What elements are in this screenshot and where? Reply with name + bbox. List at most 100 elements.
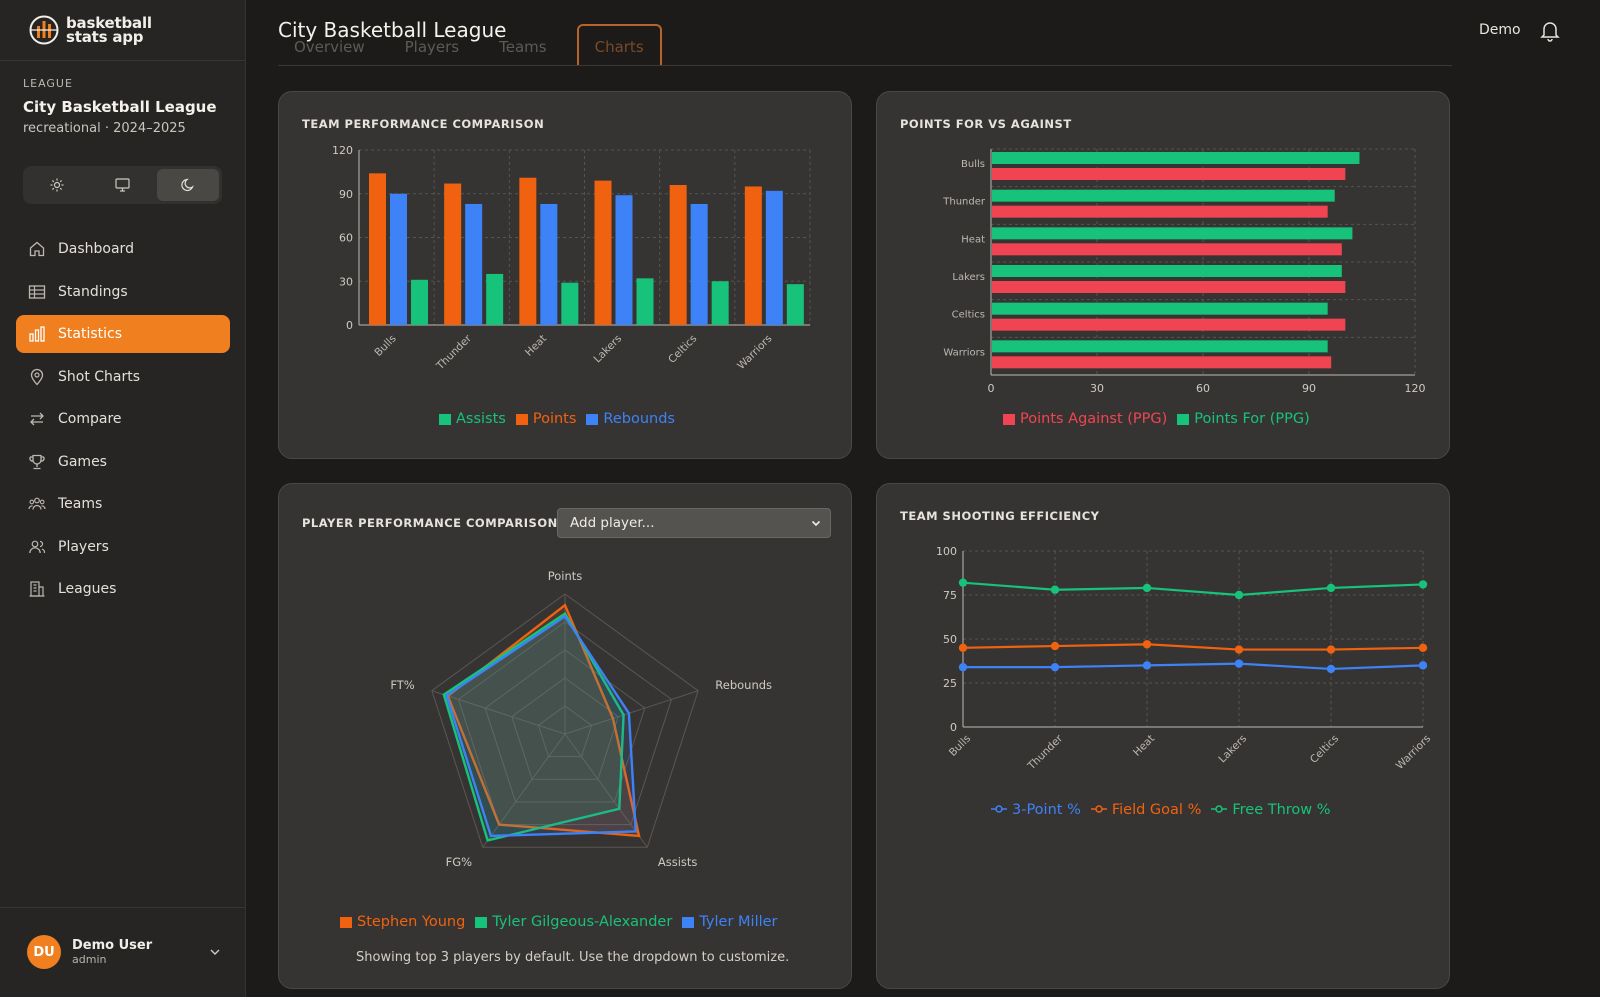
legend-label: Field Goal % [1111, 802, 1202, 818]
tab-overview[interactable]: Overview [294, 38, 365, 56]
add-player-select[interactable]: Add player... [557, 508, 831, 538]
legend-item[interactable]: Assists [439, 411, 506, 427]
sidebar-item-statistics[interactable]: Statistics [16, 315, 230, 353]
bar-assists [411, 279, 428, 325]
sidebar-item-compare[interactable]: Compare [16, 400, 230, 438]
sidebar-item-label: Leagues [58, 581, 117, 597]
legend-swatch [586, 413, 599, 425]
line-point [1142, 583, 1152, 593]
legend-label: Assists [456, 411, 506, 427]
page-title: City Basketball League [278, 18, 507, 42]
y-tick-label: 60 [339, 232, 353, 245]
tab-players[interactable]: Players [404, 38, 460, 56]
legend-item[interactable]: Points [515, 411, 576, 427]
x-tick-label: Bulls [372, 333, 398, 359]
legend-item[interactable]: 3-Point % [991, 802, 1081, 818]
chevron-down-icon [210, 949, 220, 955]
line-point [1326, 645, 1336, 654]
theme-light-button[interactable] [26, 169, 88, 201]
sidebar-item-games[interactable]: Games [16, 443, 230, 481]
x-tick-label: Bulls [947, 733, 973, 759]
radar-grid-ring [431, 593, 699, 848]
avatar: DU [27, 935, 61, 969]
sidebar-item-label: Games [58, 453, 107, 470]
tab-teams[interactable]: Teams [499, 38, 547, 56]
y-tick-label: 30 [339, 275, 353, 288]
shooting-line-chart: 0 25 50 75 100 Bulls Thunder Heat Lakers Celtics W… [936, 545, 1433, 773]
legend-item[interactable]: Field Goal % [1090, 802, 1202, 818]
legend-item[interactable]: Tyler Miller [682, 914, 778, 930]
legend-item[interactable]: Free Throw % [1211, 802, 1331, 818]
y-tick-label: 90 [339, 188, 353, 201]
player-radar-chart: Points Rebounds Assists FG% FT% [390, 569, 772, 869]
y-tick-label: Warriors [943, 347, 985, 358]
sun-icon [50, 178, 64, 192]
basketball-logo-icon [29, 15, 59, 45]
line-series-3-point- [963, 662, 1424, 671]
building-icon [29, 581, 45, 597]
theme-system-button[interactable] [91, 169, 153, 201]
shooting-card: TEAM SHOOTING EFFICIENCY 0 25 50 75 100 Bulls… [876, 483, 1450, 989]
sidebar: basketball stats app LEAGUE City Basketb… [0, 0, 246, 997]
sidebar-item-shot-charts[interactable]: Shot Charts [16, 358, 230, 396]
radar-grid-ring [457, 621, 673, 826]
y-tick-label: Lakers [952, 272, 985, 283]
bar-assists [786, 284, 804, 325]
monitor-icon [115, 178, 130, 192]
bar-rebounds [765, 190, 783, 325]
theme-switch [23, 166, 222, 204]
header-user-label[interactable]: Demo [1479, 22, 1521, 38]
moon-icon [181, 178, 194, 192]
bar-points-for [992, 227, 1353, 240]
home-icon [29, 241, 45, 257]
bar-points [594, 180, 612, 325]
league-meta: recreational · 2024–2025 [23, 121, 186, 136]
player-chart-note: Showing top 3 players by default. Use th… [356, 950, 790, 965]
user-name: Demo User [72, 938, 153, 953]
bar-points-for [992, 152, 1360, 164]
legend-item[interactable]: Stephen Young [340, 914, 465, 930]
line-point [1418, 661, 1428, 670]
theme-dark-button[interactable] [156, 169, 219, 201]
x-tick-label: Lakers [1216, 733, 1249, 766]
x-tick-label: Thunder [1025, 732, 1066, 773]
legend-swatch [1090, 802, 1107, 818]
legend-item[interactable]: Points Against (PPG) [1003, 411, 1167, 427]
legend-label: Tyler Gilgeous-Alexander [492, 914, 673, 930]
app-logo[interactable]: basketball stats app [28, 12, 152, 48]
y-tick-label: Celtics [952, 310, 985, 321]
sidebar-nav: Dashboard Standings Statistics Shot Char… [16, 230, 230, 613]
user-menu[interactable]: DU Demo User admin [27, 935, 222, 969]
legend-swatch [340, 916, 352, 928]
radar-series-tyler-gilgeous-alexander [442, 611, 625, 842]
card-title: TEAM SHOOTING EFFICIENCY [900, 509, 1100, 523]
sidebar-item-leagues[interactable]: Leagues [16, 570, 230, 608]
legend-swatch [1211, 802, 1228, 818]
logo-line-2: stats app [66, 28, 144, 46]
y-tick-label: 50 [943, 633, 957, 646]
bar-assists [636, 278, 654, 325]
sidebar-item-teams[interactable]: Teams [16, 485, 230, 523]
line-point [958, 662, 968, 672]
x-tick-label: Warriors [1394, 733, 1433, 772]
tab-divider [278, 65, 1452, 66]
x-tick-label: Celtics [1308, 733, 1341, 766]
radar-axis-label: FT% [390, 678, 414, 692]
legend-item[interactable]: Points For (PPG) [1177, 411, 1310, 427]
sidebar-item-label: Compare [58, 411, 122, 427]
tab-charts[interactable]: Charts [576, 24, 662, 66]
radar-spoke [564, 733, 648, 848]
sidebar-item-standings[interactable]: Standings [16, 273, 230, 311]
sidebar-item-players[interactable]: Players [16, 528, 230, 566]
legend-item[interactable]: Tyler Gilgeous-Alexander [475, 914, 672, 930]
legend-item[interactable]: Rebounds [586, 411, 675, 427]
bell-icon[interactable] [1540, 20, 1560, 42]
x-tick-label: 30 [1090, 382, 1104, 395]
line-point [1142, 640, 1152, 649]
sidebar-item-dashboard[interactable]: Dashboard [16, 230, 230, 268]
line-series-free-throw- [962, 581, 1424, 597]
bar-chart-icon [29, 326, 45, 342]
card-title: TEAM PERFORMANCE COMPARISON [302, 117, 545, 131]
radar-axis-label: FG% [446, 855, 473, 869]
sidebar-item-label: Teams [58, 496, 103, 512]
